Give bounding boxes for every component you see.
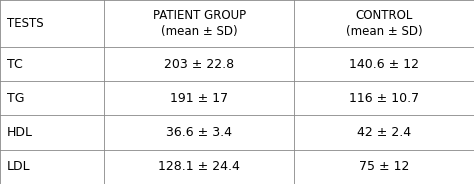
Text: 36.6 ± 3.4: 36.6 ± 3.4 xyxy=(166,126,232,139)
Text: CONTROL
(mean ± SD): CONTROL (mean ± SD) xyxy=(346,9,422,38)
Text: 42 ± 2.4: 42 ± 2.4 xyxy=(357,126,411,139)
Text: 128.1 ± 24.4: 128.1 ± 24.4 xyxy=(158,160,240,173)
Text: TG: TG xyxy=(7,92,25,105)
Text: LDL: LDL xyxy=(7,160,31,173)
Text: HDL: HDL xyxy=(7,126,33,139)
Text: 75 ± 12: 75 ± 12 xyxy=(359,160,409,173)
Text: 191 ± 17: 191 ± 17 xyxy=(170,92,228,105)
Text: 203 ± 22.8: 203 ± 22.8 xyxy=(164,58,234,70)
Text: PATIENT GROUP
(mean ± SD): PATIENT GROUP (mean ± SD) xyxy=(153,9,246,38)
Text: 116 ± 10.7: 116 ± 10.7 xyxy=(349,92,419,105)
Text: 140.6 ± 12: 140.6 ± 12 xyxy=(349,58,419,70)
Text: TESTS: TESTS xyxy=(7,17,44,30)
Text: TC: TC xyxy=(7,58,23,70)
